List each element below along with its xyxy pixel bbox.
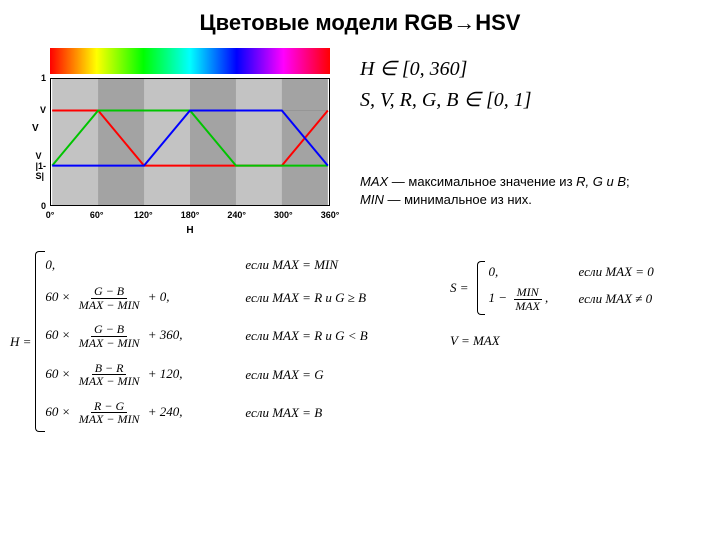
arrow-right-icon: → xyxy=(453,10,475,36)
x-axis-label: H xyxy=(186,225,193,236)
S-case-row: 1 − MINMAX,если MAX ≠ 0 xyxy=(489,283,654,315)
title-post: HSV xyxy=(475,10,520,35)
content: V H 0V |1-S|V10°60°120°180°240°300°360° … xyxy=(0,36,720,536)
title-pre: Цветовые модели RGB xyxy=(200,10,454,35)
x-tick: 180° xyxy=(181,210,200,220)
y-axis-label: V xyxy=(32,123,39,134)
hue-spectrum-bar xyxy=(50,48,330,74)
H-case-row: 60 × B − RMAX − MIN + 120,если MAX = G xyxy=(45,356,367,394)
H-case-row: 60 × G − BMAX − MIN + 0,если MAX = R и G… xyxy=(45,279,367,317)
SVRGB-domain: S, V, R, G, B ∈ [0, 1] xyxy=(360,87,532,112)
brace-icon xyxy=(477,261,485,315)
H-domain: H ∈ [0, 360] xyxy=(360,56,532,81)
SV-formulas: S = 0,если MAX = 01 − MINMAX,если MAX ≠ … xyxy=(450,261,654,367)
brace-icon xyxy=(35,251,45,432)
y-tick: V |1-S| xyxy=(35,151,46,181)
V-formula: V = MAX xyxy=(450,333,654,349)
plot-wrap: V H 0V |1-S|V10°60°120°180°240°300°360° xyxy=(50,78,330,206)
desc-line-1: MAX — максимальное значение из R, G и B; xyxy=(360,173,700,191)
S-label: S = xyxy=(450,280,469,296)
desc-line-2: MIN — минимальное из них. xyxy=(360,191,700,209)
H-cases: 0,если MAX = MIN60 × G − BMAX − MIN + 0,… xyxy=(45,251,367,432)
y-tick: 1 xyxy=(41,73,46,83)
rgb-triangle-plot xyxy=(50,78,330,206)
x-tick: 240° xyxy=(227,210,246,220)
H-formula: H = 0,если MAX = MIN60 × G − BMAX − MIN … xyxy=(10,251,368,432)
S-case-row: 0,если MAX = 0 xyxy=(489,261,654,283)
max-min-description: MAX — максимальное значение из R, G и B;… xyxy=(360,173,700,208)
page-title: Цветовые модели RGB→HSV xyxy=(0,0,720,36)
x-tick: 0° xyxy=(46,210,55,220)
x-tick: 360° xyxy=(321,210,340,220)
y-tick: V xyxy=(40,105,46,115)
x-tick: 120° xyxy=(134,210,153,220)
x-tick: 60° xyxy=(90,210,104,220)
H-label: H = xyxy=(10,334,31,350)
H-case-row: 60 × R − GMAX − MIN + 240,если MAX = B xyxy=(45,394,367,432)
S-cases: 0,если MAX = 01 − MINMAX,если MAX ≠ 0 xyxy=(489,261,654,315)
S-formula: S = 0,если MAX = 01 − MINMAX,если MAX ≠ … xyxy=(450,261,654,315)
x-tick: 300° xyxy=(274,210,293,220)
domain-formulas: H ∈ [0, 360] S, V, R, G, B ∈ [0, 1] xyxy=(360,56,532,118)
H-case-row: 60 × G − BMAX − MIN + 360,если MAX = R и… xyxy=(45,317,367,355)
H-case-row: 0,если MAX = MIN xyxy=(45,251,367,279)
hsv-chart: V H 0V |1-S|V10°60°120°180°240°300°360° xyxy=(20,48,330,206)
